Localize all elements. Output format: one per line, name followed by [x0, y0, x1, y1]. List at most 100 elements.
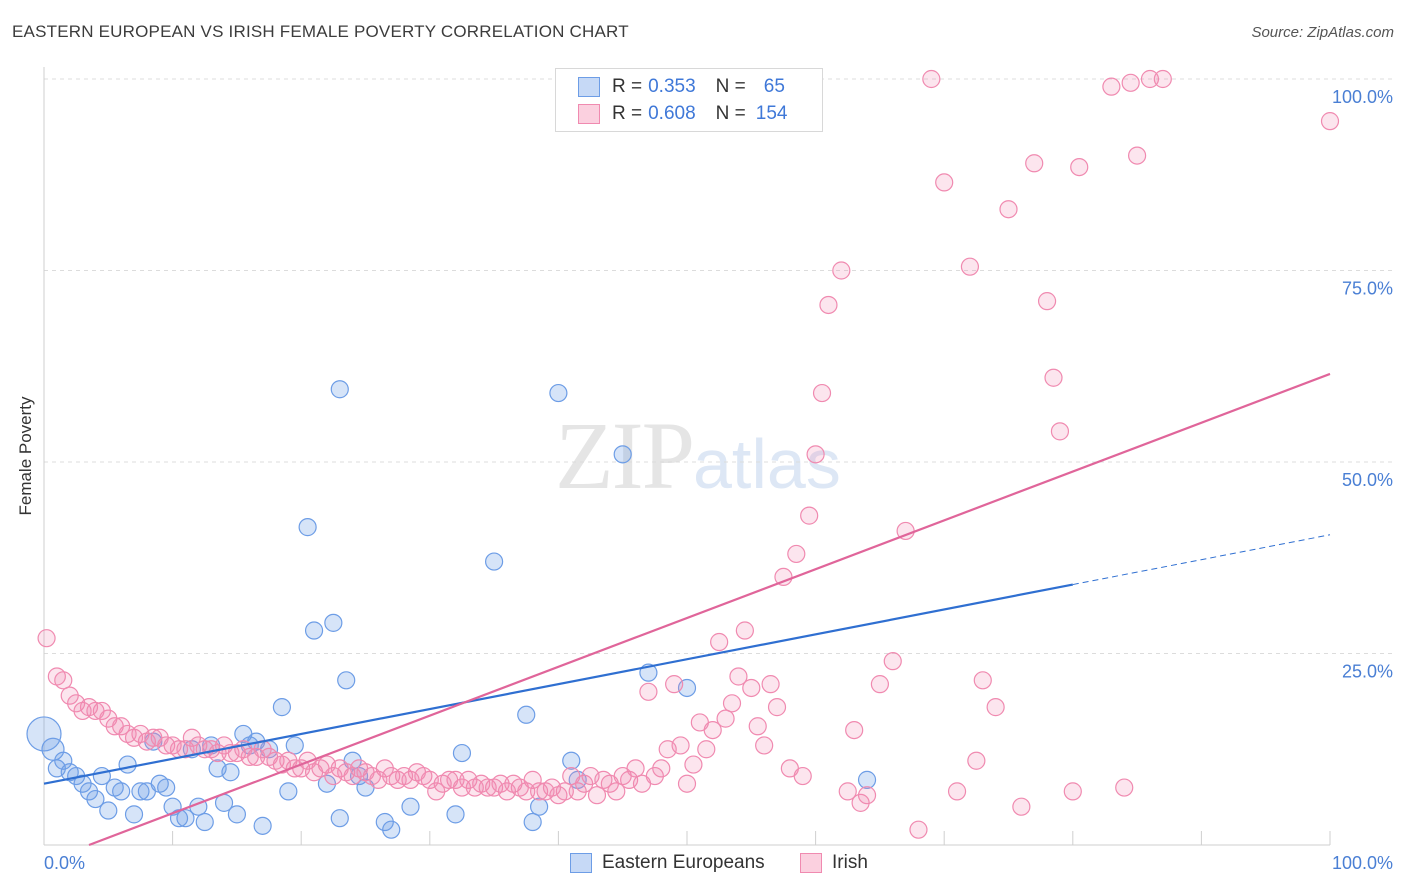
x-tick-label: 100.0%	[1332, 853, 1393, 873]
point-irish	[703, 720, 722, 740]
point-irish	[787, 544, 806, 564]
point-irish	[755, 736, 774, 755]
point-irish	[967, 751, 986, 770]
point-irish	[1127, 146, 1147, 165]
point-irish	[1102, 77, 1121, 96]
point-irish	[710, 632, 729, 652]
legend-r-value: 0.608	[648, 103, 696, 124]
point-irish	[922, 69, 941, 89]
x-tick-label: 0.0%	[44, 853, 85, 873]
point-irish	[793, 766, 812, 786]
point-irish	[671, 736, 690, 755]
y-tick-label: 25.0%	[1342, 662, 1393, 682]
point-eastern-european	[452, 743, 472, 763]
legend-r-label: R =	[612, 76, 643, 97]
point-irish	[1140, 69, 1160, 89]
point-irish	[947, 782, 967, 801]
point-irish	[54, 671, 73, 690]
point-irish	[767, 698, 787, 717]
point-irish	[935, 173, 954, 192]
bottom-legend-eastern-europeans: Eastern Europeans	[570, 852, 765, 874]
chart-title: EASTERN EUROPEAN VS IRISH FEMALE POVERTY…	[12, 22, 629, 41]
point-eastern-european	[304, 621, 324, 640]
point-eastern-european	[176, 809, 195, 828]
point-irish	[684, 755, 703, 774]
legend-swatch-blue	[578, 77, 600, 97]
point-irish	[774, 567, 793, 587]
legend-row-eastern-europeans: R = 0.353 N = 65	[578, 75, 785, 99]
point-irish	[960, 257, 980, 276]
point-eastern-european	[337, 671, 356, 690]
point-eastern-european	[324, 613, 343, 632]
point-irish	[626, 759, 645, 778]
y-tick-label: 75.0%	[1342, 279, 1393, 299]
point-irish	[909, 820, 928, 839]
point-eastern-european	[285, 736, 304, 755]
y-tick-label: 100.0%	[1332, 87, 1393, 107]
gridlines	[44, 78, 1395, 654]
point-irish	[812, 383, 832, 403]
bottom-legend-irish: Irish	[800, 852, 868, 874]
point-eastern-european	[157, 778, 176, 797]
point-eastern-european	[523, 812, 542, 832]
legend-swatch-pink	[578, 104, 600, 124]
point-irish	[523, 770, 542, 789]
legend-n-value: 154	[755, 103, 788, 124]
legend-r-value: 0.353	[648, 76, 696, 97]
point-irish	[1012, 797, 1031, 816]
point-irish	[729, 667, 748, 686]
tick-labels: 25.0% 50.0% 75.0% 100.0% 0.0% 100.0%	[44, 87, 1393, 873]
point-eastern-european	[99, 801, 118, 820]
point-eastern-european	[530, 797, 549, 816]
point-irish	[800, 506, 819, 525]
point-eastern-european	[298, 518, 317, 537]
point-eastern-european	[401, 797, 420, 816]
point-irish	[697, 740, 716, 759]
bottom-legend-swatch-pink	[800, 853, 822, 873]
legend-n-value: 65	[763, 76, 785, 97]
point-eastern-european	[272, 698, 292, 717]
legend-n-label: N =	[715, 76, 746, 97]
watermark-atlas: atlas	[693, 425, 841, 503]
point-eastern-european	[382, 820, 401, 839]
point-eastern-european	[613, 445, 632, 464]
point-irish	[838, 782, 857, 801]
point-eastern-european	[330, 380, 349, 399]
point-irish	[883, 652, 902, 671]
point-irish	[986, 698, 1005, 717]
point-irish	[1063, 782, 1082, 801]
point-irish	[806, 445, 825, 464]
point-irish	[677, 774, 697, 793]
point-irish	[1121, 73, 1140, 92]
legend-r-label: R =	[612, 103, 643, 124]
point-eastern-european	[195, 812, 214, 832]
point-eastern-european	[330, 809, 349, 828]
point-eastern-european	[131, 782, 150, 801]
point-irish	[37, 629, 56, 648]
point-irish	[639, 682, 658, 701]
point-eastern-european	[124, 805, 144, 824]
y-tick-label: 50.0%	[1342, 470, 1393, 490]
point-eastern-european	[26, 716, 62, 752]
point-irish	[607, 782, 626, 801]
point-eastern-european	[253, 816, 272, 835]
point-irish	[1115, 778, 1134, 797]
point-eastern-european	[857, 770, 877, 789]
watermark-zip: ZIP	[555, 402, 695, 509]
point-eastern-european	[54, 751, 73, 770]
point-eastern-european	[221, 763, 240, 782]
point-irish	[819, 295, 838, 315]
point-irish	[735, 621, 754, 640]
point-irish	[748, 717, 767, 736]
point-irish	[742, 678, 761, 698]
point-irish	[1320, 112, 1340, 131]
point-irish	[1025, 154, 1044, 173]
data-points	[26, 69, 1340, 839]
point-eastern-european	[279, 782, 298, 801]
point-eastern-european	[446, 805, 465, 824]
watermark: ZIPatlas	[555, 400, 841, 511]
point-eastern-european	[549, 383, 568, 403]
point-eastern-european	[112, 782, 131, 801]
bottom-legend-label: Eastern Europeans	[602, 852, 765, 873]
